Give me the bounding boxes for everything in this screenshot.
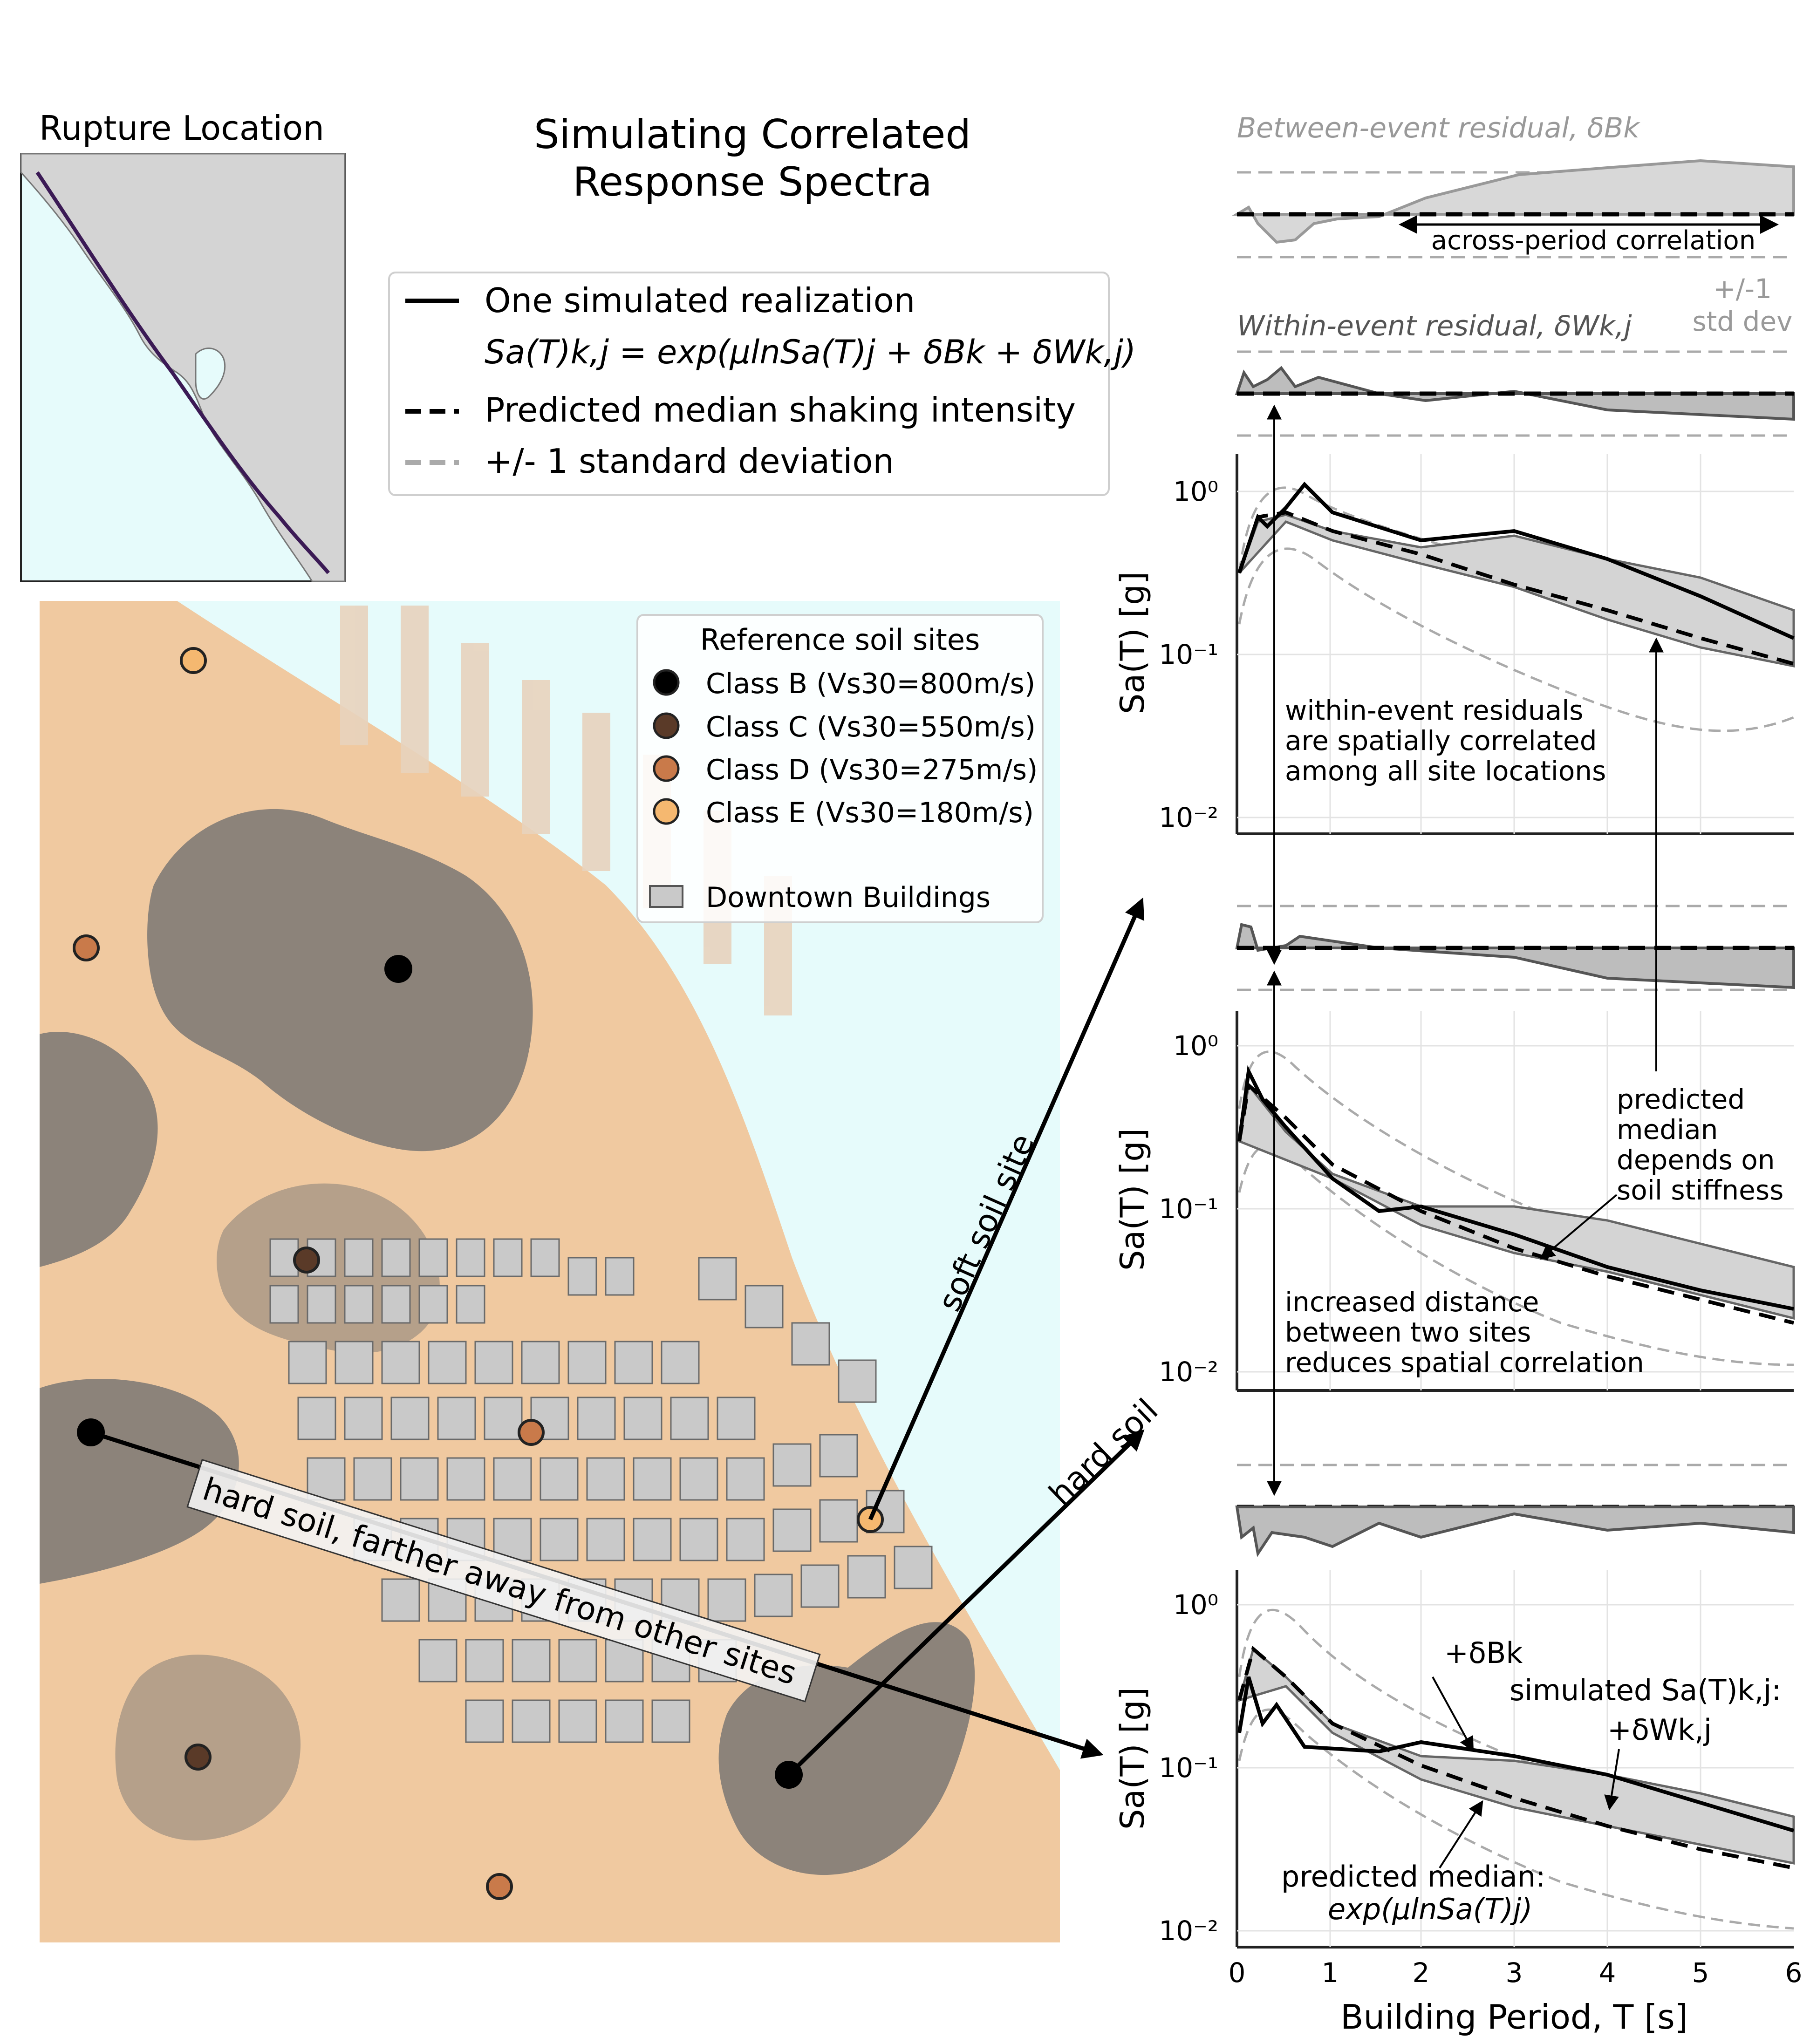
note-median-soil-2: median xyxy=(1617,1114,1718,1145)
ytick-label: 10⁰ xyxy=(1173,476,1218,507)
legend-class-b: Class B (Vs30=800m/s) xyxy=(706,668,1035,700)
ytick-label: 10⁻¹ xyxy=(1159,1752,1218,1784)
ytick-label: 10⁰ xyxy=(1173,1030,1218,1062)
note-distance-2: between two sites xyxy=(1285,1316,1531,1348)
yticks-plot-2: 10⁰ 10⁻¹ 10⁻² xyxy=(1159,1030,1218,1388)
xtick-label: 2 xyxy=(1413,1957,1430,1989)
annotation-within-corr: within-event residuals are spatially cor… xyxy=(1285,695,1606,787)
site-marker-class-c xyxy=(293,1247,320,1274)
sa-ylabel-2: Sa(T) [g] xyxy=(1113,1128,1152,1271)
legend-marker-class-e xyxy=(653,798,680,825)
note-distance-3: reduces spatial correlation xyxy=(1285,1347,1644,1378)
annotation-distance: increased distance between two sites red… xyxy=(1285,1286,1644,1378)
legend-marker-class-d xyxy=(653,755,680,782)
note-median-soil-4: soil stiffness xyxy=(1617,1174,1783,1206)
site-marker-class-e xyxy=(180,647,207,674)
ytick-label: 10⁻¹ xyxy=(1159,1193,1218,1225)
xtick-label: 3 xyxy=(1506,1957,1523,1989)
note-plus-dB: +δBk xyxy=(1444,1636,1523,1670)
note-distance-1: increased distance xyxy=(1285,1286,1539,1318)
legend-formula: Sa(T)k,j = exp(μlnSa(T)j + δBk + δWk,j) xyxy=(485,333,1136,371)
ytick-label: 10⁻² xyxy=(1159,1915,1218,1947)
downtown-buildings xyxy=(269,1238,933,1743)
legend-stddev: +/- 1 standard deviation xyxy=(485,442,894,481)
arrow-plus-dB xyxy=(1432,1676,1474,1752)
arrow-hard-soil xyxy=(787,1429,1145,1777)
ytick-label: 10⁰ xyxy=(1173,1589,1218,1621)
yticks-plot-3: 10⁰ 10⁻¹ 10⁻² xyxy=(1159,1589,1218,1947)
pm-std-label-2: std dev xyxy=(1692,306,1792,337)
site-marker-class-b xyxy=(384,955,412,983)
site-marker-class-c xyxy=(184,1744,212,1771)
arrow-median-soil-2 xyxy=(1540,1194,1618,1260)
fault-rupture-line xyxy=(35,171,330,574)
arrow-pred-median xyxy=(1439,1800,1483,1869)
between-event-label: Between-event residual, δBk xyxy=(1237,112,1640,144)
ytick-label: 10⁻² xyxy=(1159,1356,1218,1388)
within-event-strip-1 xyxy=(1235,350,1795,437)
yticks-plot-1: 10⁰ 10⁻¹ 10⁻² xyxy=(1159,476,1218,833)
xlabel: Building Period, T [s] xyxy=(1340,1997,1688,2037)
legend-class-c: Class C (Vs30=550m/s) xyxy=(706,711,1036,743)
within-event-strip-3 xyxy=(1235,1464,1795,1557)
rupture-inset-map xyxy=(20,153,346,582)
xticks: 0 1 2 3 4 5 6 xyxy=(1229,1957,1803,1989)
legend-marker-class-b xyxy=(653,669,680,696)
sa-ylabel-1: Sa(T) [g] xyxy=(1113,572,1152,714)
sa-ylabel-3: Sa(T) [g] xyxy=(1113,1687,1152,1830)
inset-title: Rupture Location xyxy=(39,109,324,148)
coastline-land xyxy=(20,153,346,582)
legend-building-swatch xyxy=(649,885,683,908)
annotation-median-soil: predicted median depends on soil stiffne… xyxy=(1617,1083,1783,1206)
across-period-label: across-period correlation xyxy=(1431,225,1756,256)
note-within-corr-2: are spatially correlated xyxy=(1285,725,1597,756)
map-legend-title: Reference soil sites xyxy=(700,623,980,657)
xtick-label: 5 xyxy=(1692,1957,1709,1989)
bay-water xyxy=(195,347,226,400)
within-event-strip-2 xyxy=(1235,905,1795,991)
ytick-label: 10⁻² xyxy=(1159,802,1218,833)
legend-buildings: Downtown Buildings xyxy=(706,881,990,914)
legend-class-e: Class E (Vs30=180m/s) xyxy=(706,797,1034,829)
note-pred-median-2: exp(μlnSa(T)j) xyxy=(1328,1892,1532,1926)
site-marker-class-d xyxy=(518,1419,545,1446)
note-simulated: simulated Sa(T)k,j: xyxy=(1510,1673,1781,1707)
site-marker-class-d xyxy=(73,934,100,961)
figure-title-line1: Simulating Correlated xyxy=(534,111,971,158)
label-hard-soil: hard soil xyxy=(1042,1392,1165,1513)
xtick-label: 0 xyxy=(1229,1957,1246,1989)
xtick-label: 6 xyxy=(1785,1957,1803,1989)
note-plus-dW: +δWk,j xyxy=(1607,1713,1712,1747)
note-pred-median-1: predicted median: xyxy=(1281,1860,1545,1894)
legend-realization: One simulated realization xyxy=(485,281,915,320)
note-median-soil-1: predicted xyxy=(1617,1083,1745,1115)
note-within-corr-3: among all site locations xyxy=(1285,755,1606,787)
site-marker-class-d xyxy=(486,1873,513,1900)
between-event-strip: across-period correlation +/-1 std dev xyxy=(1232,159,1795,337)
note-median-soil-3: depends on xyxy=(1617,1144,1775,1176)
legend-class-d: Class D (Vs30=275m/s) xyxy=(706,754,1038,786)
sa-plot-3 xyxy=(1236,1570,1795,1949)
legend-median: Predicted median shaking intensity xyxy=(485,390,1076,429)
ytick-label: 10⁻¹ xyxy=(1159,639,1218,670)
note-within-corr-1: within-event residuals xyxy=(1285,695,1584,726)
arrow-plus-dW xyxy=(1604,1749,1620,1811)
map-legend: Reference soil sites Class B (Vs30=800m/… xyxy=(636,614,1044,923)
within-event-label: Within-event residual, δWk,j xyxy=(1237,310,1632,342)
legend-marker-class-c xyxy=(653,712,680,739)
xtick-label: 4 xyxy=(1599,1957,1616,1989)
main-legend: One simulated realization Sa(T)k,j = exp… xyxy=(388,272,1136,496)
figure-title-line2: Response Spectra xyxy=(573,159,932,205)
arrow-soft-soil xyxy=(868,897,1145,1520)
pm-std-label-1: +/-1 xyxy=(1713,273,1772,305)
xtick-label: 1 xyxy=(1322,1957,1339,1989)
